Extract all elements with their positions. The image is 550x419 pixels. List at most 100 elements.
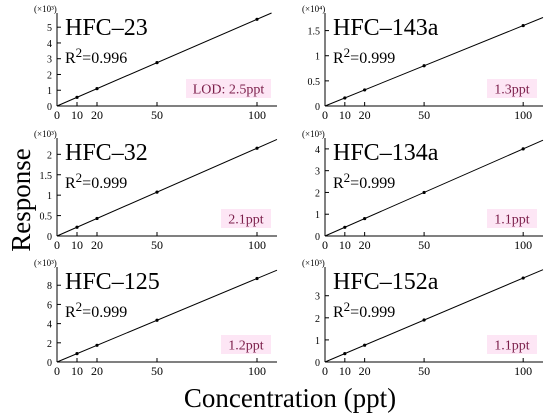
lod-box [186, 79, 271, 98]
r-squared-label: R2=0.999 [333, 45, 395, 67]
y-tick-label: 5 [47, 23, 52, 34]
x-tick-label: 20 [91, 238, 103, 252]
x-tick-label: 50 [418, 108, 430, 122]
x-tick-label: 20 [359, 108, 371, 122]
data-point [255, 17, 259, 21]
x-tick-label: 0 [54, 364, 60, 378]
data-point [95, 343, 99, 347]
x-tick-label: 0 [54, 108, 60, 122]
x-tick-label: 100 [514, 238, 532, 252]
lod-box [487, 79, 537, 98]
lod-label: 2.1ppt [228, 213, 264, 228]
lod-box [487, 335, 537, 354]
data-point [363, 216, 367, 221]
y-tick-label: 2 [315, 314, 320, 325]
lod-label: 1.2ppt [228, 339, 264, 354]
x-tick-label: 20 [91, 364, 103, 378]
lod-box [221, 209, 271, 228]
data-point [521, 147, 525, 151]
data-point [422, 64, 426, 68]
y-tick-label: 1.5 [308, 27, 321, 38]
data-point [75, 352, 79, 356]
x-tick-label: 0 [54, 238, 60, 252]
panel-title: HFC–152a [333, 269, 439, 295]
panel-2: 0 0.5 1 1.5 0 10 20 50 100 (×10⁴) HFC–143a R2=0.999… [302, 4, 544, 122]
axis-multiplier: (×10³) [302, 258, 325, 268]
y-tick-label: 0 [47, 358, 52, 369]
y-tick-label: 0 [315, 232, 320, 243]
panel-6: 0 1 2 3 0 10 20 50 100 (×10³) HFC–152a R2=0.999 1.1p… [302, 258, 544, 378]
data-point [155, 318, 159, 322]
axis-multiplier: (×10³) [34, 129, 57, 139]
x-tick-label: 0 [322, 108, 328, 122]
x-tick-label: 20 [359, 364, 371, 378]
fit-line [324, 269, 544, 363]
data-point [343, 96, 347, 100]
data-point [155, 190, 159, 194]
lod-label: 1.1ppt [494, 213, 530, 228]
panel-title: HFC–134a [333, 140, 439, 166]
lod-label: 1.1ppt [494, 339, 530, 354]
x-tick-label: 0 [322, 364, 328, 378]
data-point [343, 225, 347, 229]
y-tick-label: 3 [315, 292, 320, 303]
y-tick-label: 1 [47, 86, 52, 97]
x-tick-label: 100 [248, 364, 266, 378]
y-tick-label: 0.5 [308, 77, 321, 88]
data-point [95, 87, 99, 91]
x-tick-label: 50 [151, 108, 163, 122]
panel-title: HFC–125 [65, 269, 160, 295]
data-point [363, 88, 367, 92]
axis-multiplier: (×10³) [302, 129, 325, 139]
y-tick-label: 0.5 [40, 212, 53, 223]
y-tick-label: 0 [315, 102, 320, 113]
data-point [95, 216, 99, 221]
data-point [255, 276, 259, 281]
panel-title: HFC–23 [65, 15, 148, 41]
fit-line [324, 139, 544, 237]
y-tick-label: 4 [47, 320, 52, 331]
data-point [422, 318, 426, 322]
x-tick-label: 50 [151, 238, 163, 252]
x-tick-label: 10 [71, 364, 83, 378]
y-tick-label: 1 [315, 52, 320, 63]
panel-5: 0 2 4 6 8 0 10 20 50 100 (×10³) HFC–125 R2=0.999 1.2p… [34, 258, 278, 378]
data-point [75, 95, 79, 99]
x-tick-label: 50 [151, 364, 163, 378]
data-point [75, 225, 79, 229]
x-tick-label: 50 [418, 364, 430, 378]
y-tick-label: 3 [315, 167, 320, 178]
y-tick-label: 2 [47, 339, 52, 350]
r-squared-label: R2=0.999 [65, 299, 127, 321]
y-tick-label: 4 [315, 145, 320, 156]
x-tick-label: 10 [71, 108, 83, 122]
y-tick-label: 2 [315, 188, 320, 199]
y-tick-label: 2 [47, 70, 52, 81]
y-tick-label: 2 [47, 150, 52, 161]
r-squared-label: R2=0.999 [333, 170, 395, 192]
axis-multiplier: (×10⁴) [302, 4, 325, 14]
lod-label: LOD: 2.5ppt [193, 83, 265, 98]
x-axis-label: Concentration (ppt) [140, 380, 440, 414]
x-axis-label-text: Concentration (ppt) [184, 383, 396, 413]
x-tick-label: 10 [71, 238, 83, 252]
y-tick-label: 0 [47, 102, 52, 113]
data-point [155, 61, 159, 65]
data-point [521, 23, 525, 28]
lod-box [487, 209, 537, 228]
y-tick-label: 1 [315, 210, 320, 221]
lod-box [221, 335, 271, 354]
x-tick-label: 100 [248, 238, 266, 252]
x-tick-label: 50 [418, 238, 430, 252]
y-tick-label: 1 [315, 336, 320, 347]
y-tick-label: 1.5 [40, 171, 53, 182]
panel-title: HFC–32 [65, 140, 148, 166]
y-tick-label: 4 [47, 39, 52, 50]
x-tick-label: 10 [339, 364, 351, 378]
y-tick-label: 0 [47, 232, 52, 243]
x-tick-label: 20 [359, 238, 371, 252]
panel-title: HFC–143a [333, 15, 439, 41]
axis-multiplier: (×10³) [34, 4, 57, 14]
